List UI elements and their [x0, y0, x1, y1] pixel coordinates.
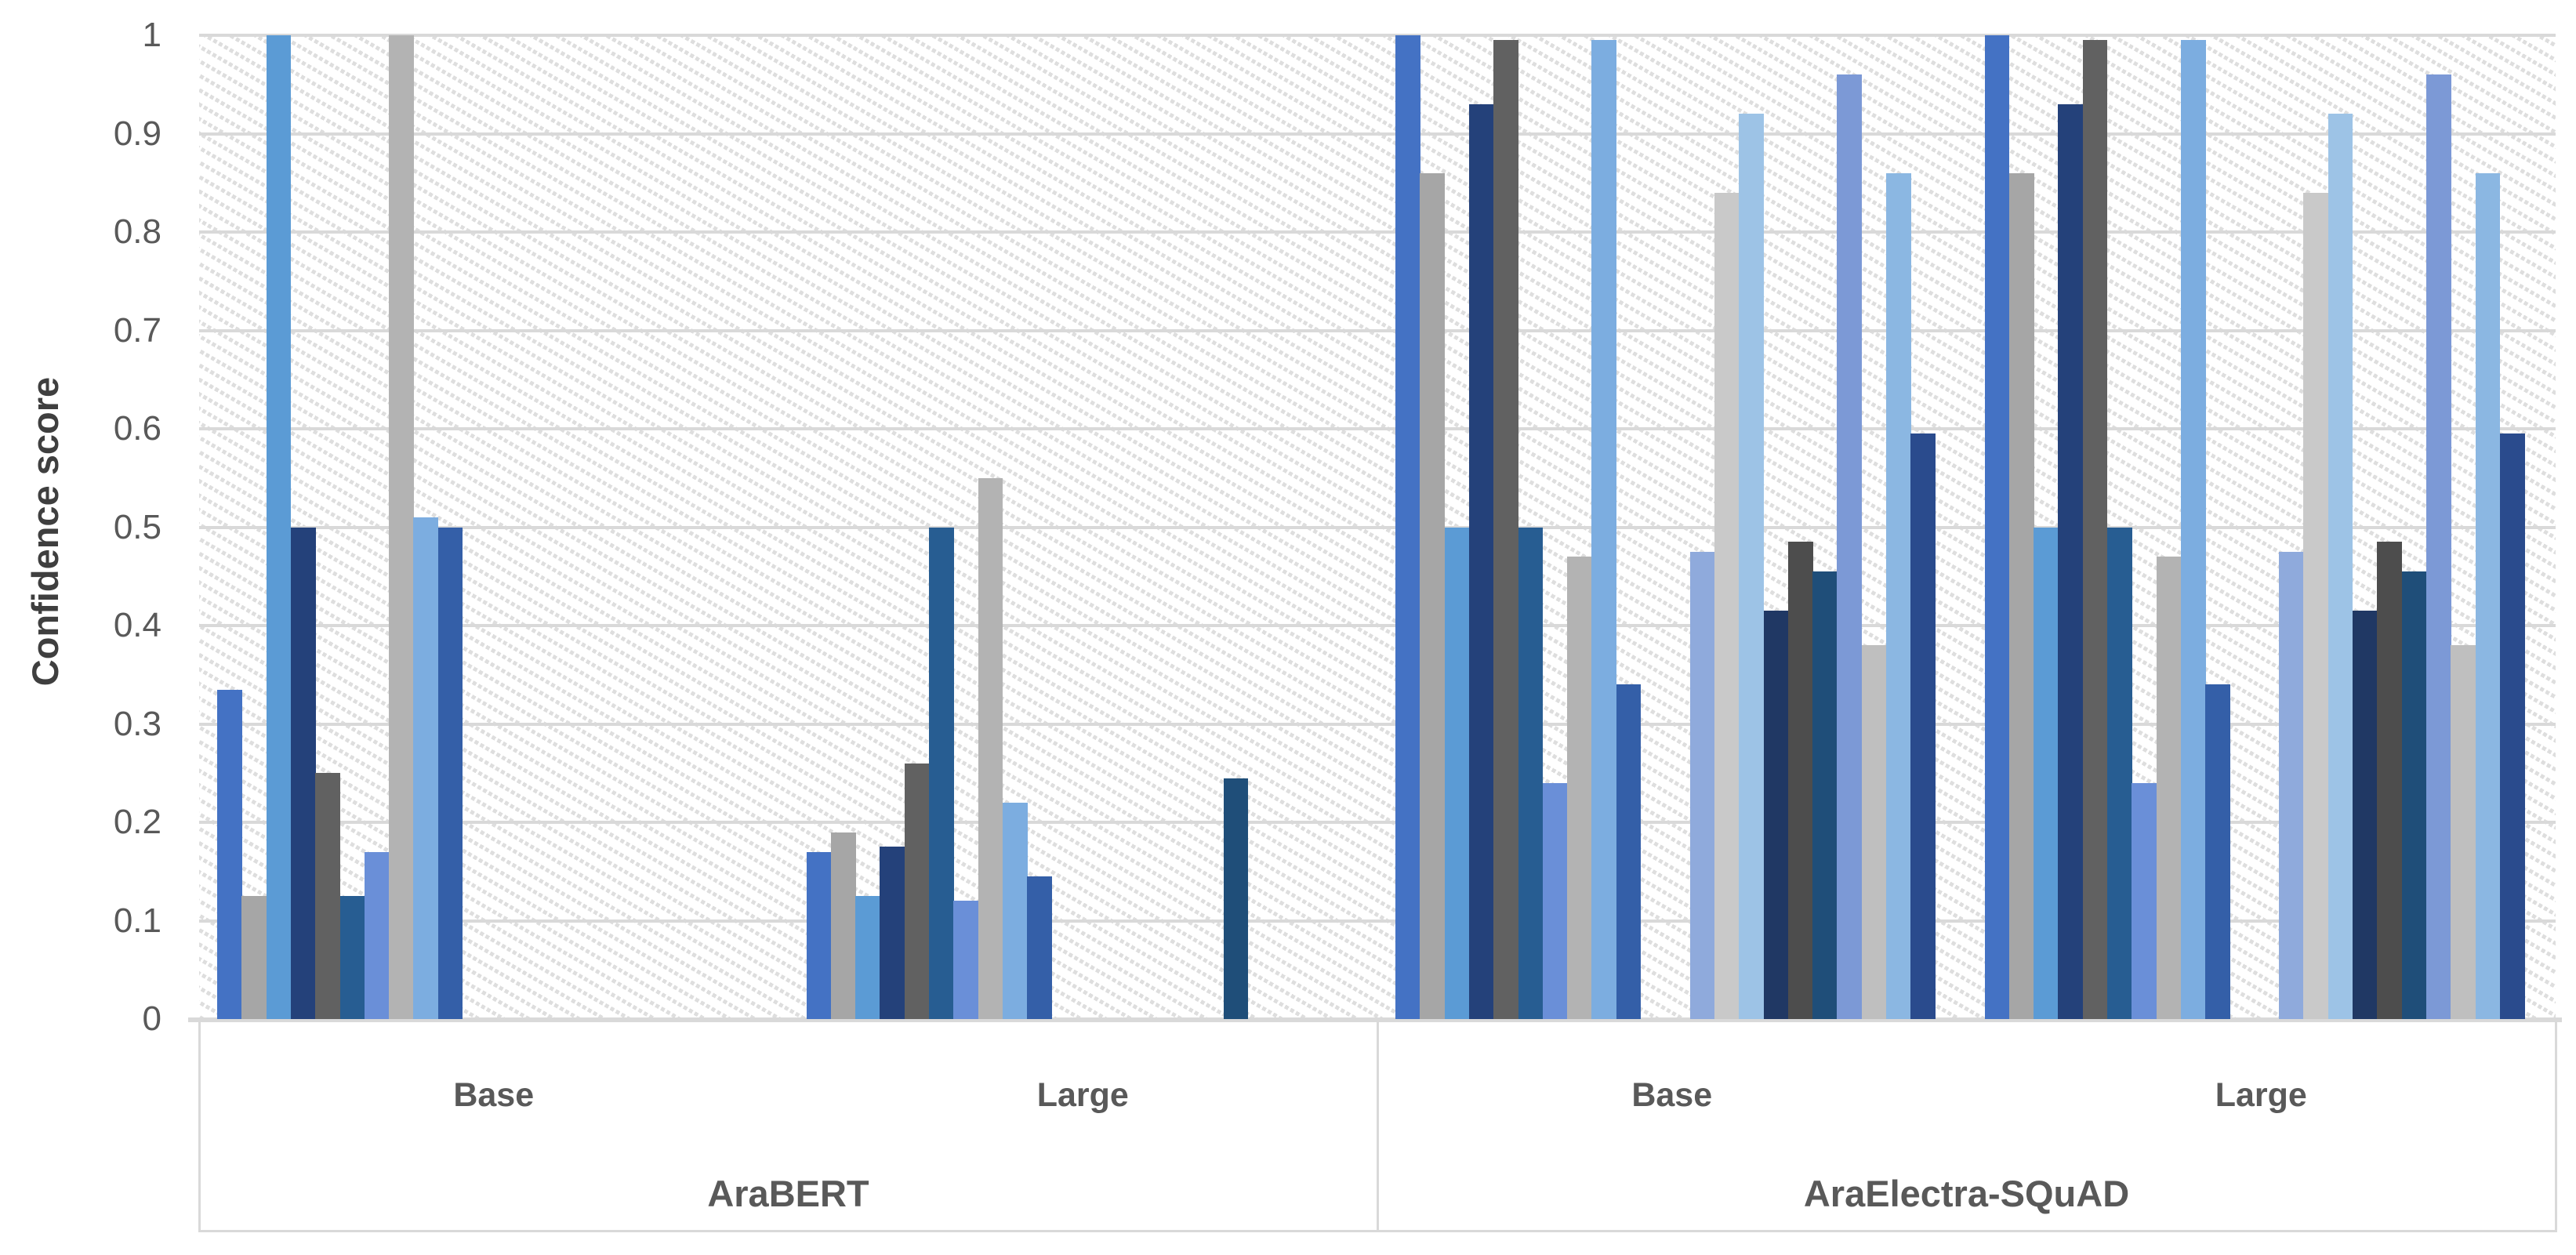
y-tick-label-0.9: 0.9 [113, 114, 161, 153]
bar-item10-arabert-large [1027, 876, 1052, 1019]
gridline-0.8 [199, 230, 2556, 234]
bar-item20-araelectra-squad-large [2451, 645, 2476, 1019]
bar-item19-araelectra-squad-base [1837, 74, 1863, 1019]
bar-group-arabert-large [789, 35, 1378, 1019]
gridline-0.4 [199, 624, 2556, 627]
gridline-0 [199, 1017, 2556, 1021]
bar-item6-arabert-large [929, 527, 954, 1019]
bar-item19-araelectra-squad-large [2425, 74, 2451, 1019]
bar-item6-araelectra-squad-large [2107, 527, 2132, 1019]
bar-item13-araelectra-squad-large [2279, 551, 2304, 1019]
y-tick-label-0.3: 0.3 [113, 704, 161, 743]
bar-item7-araelectra-squad-large [2132, 782, 2157, 1019]
bar-item7-araelectra-squad-base [1542, 782, 1568, 1019]
bar-item10-arabert-base [437, 527, 463, 1019]
bar-item7-arabert-large [953, 901, 979, 1019]
bar-item21-araelectra-squad-base [1886, 172, 1911, 1019]
axis-divider [2554, 1022, 2557, 1232]
bar-item9-arabert-base [413, 517, 439, 1019]
bar-item15-araelectra-squad-large [2327, 114, 2353, 1019]
y-tick-label-1: 1 [142, 16, 161, 54]
bar-item15-araelectra-squad-base [1739, 114, 1764, 1019]
bar-item4-arabert-large [880, 847, 905, 1019]
gridline-0.9 [199, 132, 2556, 136]
axis-divider [198, 1022, 201, 1232]
bar-item2-araelectra-squad-base [1420, 172, 1446, 1019]
bar-item10-araelectra-squad-base [1616, 684, 1642, 1019]
bar-group-arabert-base [199, 35, 789, 1019]
bar-item3-araelectra-squad-base [1444, 527, 1470, 1019]
y-tick-label-0.2: 0.2 [113, 803, 161, 841]
bar-item22-araelectra-squad-base [1910, 433, 1936, 1019]
bar-item5-arabert-large [904, 763, 930, 1019]
y-tick-label-0.6: 0.6 [113, 409, 161, 448]
bar-item7-arabert-base [364, 851, 390, 1019]
bar-item8-arabert-large [978, 477, 1003, 1019]
bar-item2-arabert-base [241, 896, 267, 1019]
bar-item20-araelectra-squad-base [1861, 645, 1887, 1019]
gridline-0.1 [199, 919, 2556, 923]
model-label-arabert: AraBERT [707, 1173, 869, 1214]
bar-item3-arabert-large [855, 896, 880, 1019]
bar-item3-arabert-base [266, 35, 292, 1019]
bar-item21-araelectra-squad-large [2475, 172, 2501, 1019]
bar-item14-araelectra-squad-large [2303, 192, 2329, 1019]
bar-item6-arabert-base [339, 896, 365, 1019]
bar-item22-araelectra-squad-large [2499, 433, 2525, 1019]
bar-item2-araelectra-squad-large [2008, 172, 2034, 1019]
gridline-0.3 [199, 722, 2556, 726]
size-label-araelectra-base: Base [1631, 1076, 1713, 1114]
y-tick-label-0.1: 0.1 [113, 901, 161, 940]
bar-item6-araelectra-squad-base [1518, 527, 1544, 1019]
size-label-arabert-large: Large [1036, 1076, 1129, 1114]
bar-item16-araelectra-squad-large [2353, 611, 2378, 1019]
y-tick-label-0.7: 0.7 [113, 310, 161, 350]
plot-area [199, 34, 2556, 1021]
bar-item17-araelectra-squad-large [2377, 542, 2403, 1019]
bar-item18-araelectra-squad-large [2401, 571, 2427, 1019]
axis-divider [1376, 1022, 1379, 1232]
bar-group-araelectra-squad-base [1377, 35, 1967, 1019]
bar-item1-arabert-base [217, 689, 242, 1019]
gridline-0.5 [199, 525, 2556, 529]
model-label-araelectra-squad: AraElectra-SQuAD [1803, 1173, 2130, 1214]
y-tick-label-0: 0 [142, 999, 161, 1038]
bar-item5-araelectra-squad-large [2082, 40, 2108, 1019]
bar-item13-araelectra-squad-base [1689, 551, 1715, 1019]
bar-item9-araelectra-squad-large [2180, 40, 2206, 1019]
bar-item9-arabert-large [1002, 802, 1028, 1019]
bar-item4-arabert-base [290, 527, 316, 1019]
bar-item9-araelectra-squad-base [1591, 40, 1617, 1019]
gridline-1 [199, 34, 2556, 37]
bar-item14-araelectra-squad-base [1714, 192, 1740, 1019]
bar-item8-araelectra-squad-base [1567, 557, 1592, 1019]
bar-item18-arabert-large [1223, 778, 1249, 1019]
bar-item1-araelectra-squad-large [1984, 35, 2010, 1019]
bar-item8-araelectra-squad-large [2156, 557, 2182, 1019]
y-tick-label-0.5: 0.5 [113, 507, 161, 546]
bar-item5-araelectra-squad-base [1493, 40, 1518, 1019]
bar-item16-araelectra-squad-base [1763, 611, 1789, 1019]
bar-item4-araelectra-squad-large [2058, 103, 2084, 1019]
bar-item4-araelectra-squad-base [1468, 103, 1494, 1019]
bar-item18-araelectra-squad-base [1812, 571, 1838, 1019]
bar-item17-araelectra-squad-base [1787, 542, 1813, 1019]
bar-item1-arabert-large [806, 851, 832, 1019]
gridline-0.7 [199, 328, 2556, 332]
bar-item8-arabert-base [389, 35, 414, 1019]
bar-item2-arabert-large [830, 832, 856, 1019]
y-tick-label-0.8: 0.8 [113, 212, 161, 251]
y-tick-label-0.4: 0.4 [113, 606, 161, 644]
size-label-araelectra-large: Large [2215, 1076, 2307, 1114]
bar-item5-arabert-base [315, 773, 340, 1019]
bar-group-araelectra-squad-large [1967, 35, 2556, 1019]
bar-item1-araelectra-squad-base [1395, 35, 1420, 1019]
bar-item3-araelectra-squad-large [2034, 527, 2059, 1019]
size-label-arabert-base: Base [453, 1076, 535, 1114]
gridline-0.6 [199, 427, 2556, 430]
bar-item10-araelectra-squad-large [2205, 684, 2230, 1019]
gridline-0.2 [199, 821, 2556, 824]
